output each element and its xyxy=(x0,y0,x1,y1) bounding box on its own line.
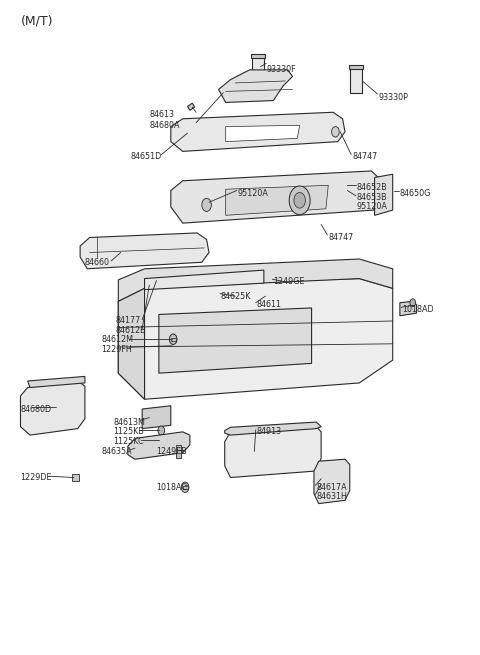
Polygon shape xyxy=(142,405,171,428)
Circle shape xyxy=(158,426,165,435)
Text: 95120A: 95120A xyxy=(238,189,268,198)
Bar xyxy=(252,57,264,80)
Text: 84680D: 84680D xyxy=(21,405,52,414)
Bar xyxy=(288,274,293,287)
Text: 93330P: 93330P xyxy=(378,93,408,102)
Polygon shape xyxy=(374,174,393,215)
Text: 95120A: 95120A xyxy=(357,202,388,212)
Text: 84653B: 84653B xyxy=(357,193,387,202)
Polygon shape xyxy=(218,70,292,102)
Text: 84660: 84660 xyxy=(85,258,110,267)
Text: 1125KB: 1125KB xyxy=(114,427,144,436)
Polygon shape xyxy=(171,112,345,151)
Polygon shape xyxy=(80,233,209,269)
Text: 84651D: 84651D xyxy=(130,152,161,161)
Text: 1229FH: 1229FH xyxy=(102,345,132,354)
Bar xyxy=(176,445,181,458)
Bar xyxy=(171,338,176,341)
Text: 84652B: 84652B xyxy=(357,183,388,193)
Bar xyxy=(251,54,265,58)
Circle shape xyxy=(332,126,339,137)
Polygon shape xyxy=(314,459,350,504)
Bar xyxy=(72,474,79,481)
Circle shape xyxy=(202,198,211,212)
Text: 84617A: 84617A xyxy=(316,483,347,492)
Text: 84613M: 84613M xyxy=(114,418,145,426)
Text: 1249GE: 1249GE xyxy=(274,277,305,286)
Polygon shape xyxy=(159,308,312,373)
Text: 1249EB: 1249EB xyxy=(156,447,187,456)
Text: 84625K: 84625K xyxy=(221,291,252,301)
Polygon shape xyxy=(118,259,393,301)
Text: 1125KC: 1125KC xyxy=(114,437,144,446)
Polygon shape xyxy=(28,377,85,388)
Text: 93330F: 93330F xyxy=(266,66,296,75)
Polygon shape xyxy=(226,185,328,215)
Text: 84650G: 84650G xyxy=(400,189,431,198)
Polygon shape xyxy=(128,432,190,459)
Bar xyxy=(350,68,362,93)
Circle shape xyxy=(158,436,165,445)
Text: 84613: 84613 xyxy=(149,111,174,119)
Text: 84612B: 84612B xyxy=(116,326,146,335)
Polygon shape xyxy=(118,288,144,400)
Text: 84680A: 84680A xyxy=(149,121,180,130)
Polygon shape xyxy=(226,125,300,141)
Text: (M/T): (M/T) xyxy=(21,14,53,28)
Text: 1018AC: 1018AC xyxy=(156,483,188,492)
Polygon shape xyxy=(225,422,321,435)
Text: 84747: 84747 xyxy=(352,152,377,161)
Text: 84913: 84913 xyxy=(257,427,282,436)
Text: 84611: 84611 xyxy=(257,300,282,309)
Text: 84631H: 84631H xyxy=(316,492,347,501)
Circle shape xyxy=(289,186,310,215)
Text: 84635A: 84635A xyxy=(102,447,132,456)
Bar xyxy=(263,287,269,301)
Circle shape xyxy=(294,193,305,208)
Polygon shape xyxy=(228,290,247,301)
Circle shape xyxy=(410,299,416,307)
Text: 84177: 84177 xyxy=(116,316,141,326)
Text: 1018AD: 1018AD xyxy=(402,305,434,314)
Text: 84747: 84747 xyxy=(328,233,354,242)
Polygon shape xyxy=(21,381,85,435)
Polygon shape xyxy=(144,270,264,290)
Circle shape xyxy=(169,334,177,345)
Bar xyxy=(294,286,298,288)
Bar xyxy=(183,486,188,489)
Text: 84612M: 84612M xyxy=(102,335,133,345)
Polygon shape xyxy=(118,278,393,400)
Polygon shape xyxy=(400,301,417,316)
Bar xyxy=(349,65,363,69)
Circle shape xyxy=(181,482,189,493)
Polygon shape xyxy=(225,426,321,477)
Polygon shape xyxy=(171,171,381,223)
Polygon shape xyxy=(188,103,195,110)
Text: 1229DE: 1229DE xyxy=(21,473,52,482)
